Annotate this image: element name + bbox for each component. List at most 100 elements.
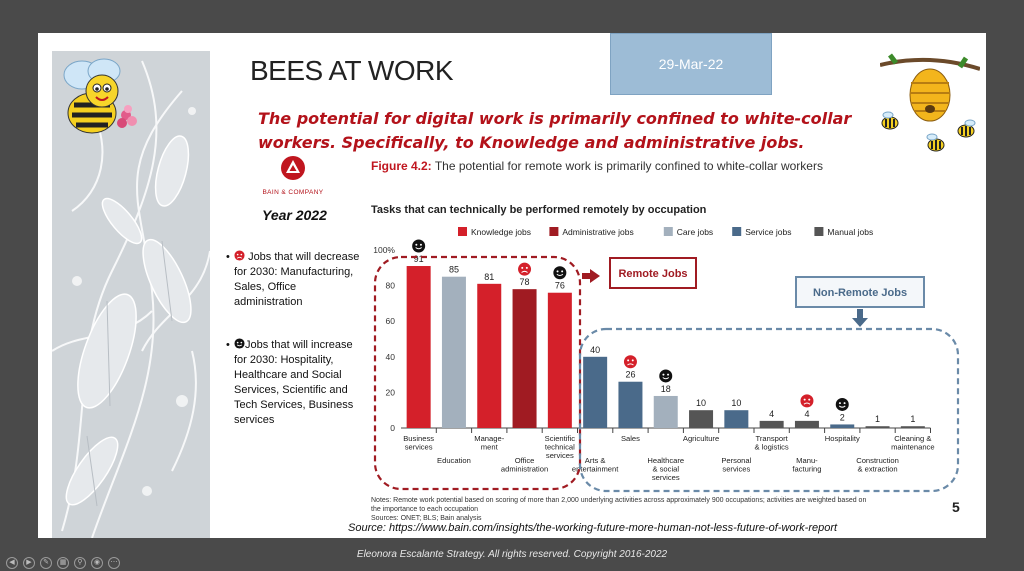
bar — [830, 424, 855, 428]
category-label: ment — [481, 443, 499, 452]
chart-title: Tasks that can technically be performed … — [371, 204, 707, 216]
category-label: Arts & — [585, 456, 606, 465]
remote-arrow-icon — [582, 269, 600, 283]
more-options-icon[interactable]: ⋯ — [108, 557, 120, 569]
bullet-dot: • — [226, 339, 230, 351]
category-label: maintenance — [891, 443, 934, 452]
category-label: & extraction — [857, 465, 897, 474]
category-label: entertainment — [572, 465, 619, 474]
face-mouth — [662, 377, 670, 380]
chart-notes: Notes: Remote work potential based on sc… — [371, 496, 941, 523]
face-eye — [667, 373, 670, 376]
legend-label: Administrative jobs — [562, 227, 633, 237]
legend-label: Knowledge jobs — [471, 227, 531, 237]
page-title: BEES AT WORK — [250, 55, 454, 86]
bar-value-label: 40 — [590, 345, 600, 355]
bar — [689, 410, 714, 428]
category-label: Scientific — [545, 434, 576, 443]
category-label: Healthcare — [647, 456, 684, 465]
face-eye — [561, 270, 564, 273]
face-eye — [838, 402, 841, 405]
bar-chart: 0 20 40 60 80 100% Knowledge jobs Administrativ… — [373, 227, 960, 493]
pen-icon[interactable]: ✎ — [40, 557, 52, 569]
sad-face-icon — [800, 394, 814, 408]
bar — [406, 266, 431, 428]
y-tick-label: 100% — [373, 245, 395, 255]
y-tick-label: 80 — [386, 281, 396, 291]
headline: The potential for digital work is primar… — [258, 109, 852, 152]
face-eye — [808, 398, 811, 401]
bar — [865, 426, 890, 428]
bar — [547, 292, 572, 428]
bar-value-label: 4 — [769, 409, 774, 419]
face-eye — [556, 270, 559, 273]
face-eye — [631, 359, 634, 362]
smile-face-icon — [412, 239, 426, 253]
smile-face-icon — [835, 397, 849, 411]
y-tick-label: 60 — [386, 316, 396, 326]
floral-decoration — [52, 51, 210, 538]
category-label: & logistics — [755, 443, 789, 452]
category-label: Personal — [721, 456, 751, 465]
zoom-icon[interactable]: ⚲ — [74, 557, 86, 569]
notes-line-2: the importance to each occupation — [371, 506, 479, 513]
bullet-decrease-text: Jobs that will decrease for 2030: Manufa… — [234, 251, 360, 308]
non-remote-arrow-icon — [852, 309, 868, 327]
category-label: & social — [652, 465, 679, 474]
bain-logo-text: BAIN & COMPANY — [262, 189, 324, 196]
bar-value-label: 26 — [625, 370, 635, 380]
date-box: 29-Mar-22 — [610, 33, 772, 95]
face-eye — [419, 243, 422, 246]
smile-face-icon — [553, 266, 567, 280]
category-label: administration — [501, 465, 548, 474]
sad-face-icon — [518, 262, 532, 276]
legend-label: Care jobs — [677, 227, 713, 237]
bullet-increase: • Jobs that will increase for 2030: Hosp… — [226, 338, 364, 428]
bullet-decrease: • Jobs that will decrease for 2030: Manu… — [226, 250, 364, 310]
face-eye — [521, 266, 524, 269]
bar-value-label: 10 — [731, 398, 741, 408]
bar — [900, 426, 925, 428]
legend-label: Manual jobs — [827, 227, 873, 237]
slides-grid-icon[interactable]: ▦ — [57, 557, 69, 569]
figure-caption-text: The potential for remote work is primari… — [434, 159, 823, 173]
smile-face-icon — [659, 369, 673, 383]
bar — [653, 395, 678, 428]
legend-swatch — [732, 227, 742, 236]
bar — [724, 410, 749, 428]
bar — [441, 276, 466, 428]
face-eye — [662, 373, 665, 376]
beehive-illustration — [880, 53, 980, 152]
source-citation: Source: https://www.bain.com/insights/th… — [348, 522, 838, 534]
bar-value-label: 85 — [449, 265, 459, 275]
footer-copyright: Eleonora Escalante Strategy. All rights … — [356, 549, 668, 560]
bullet-increase-text: Jobs that will increase for 2030: Hospit… — [234, 339, 354, 426]
face-mouth — [838, 405, 846, 408]
slide-date: 29-Mar-22 — [658, 56, 724, 72]
previous-slide-icon[interactable]: ◀ — [6, 557, 18, 569]
face-eye — [843, 402, 846, 405]
category-label: Manage- — [474, 434, 504, 443]
bar-value-label: 81 — [484, 272, 494, 282]
legend-swatch — [814, 227, 824, 236]
bar-value-label: 4 — [804, 409, 809, 419]
bar-value-label: 1 — [875, 414, 880, 424]
legend-swatch — [663, 227, 673, 236]
non-remote-jobs-region — [578, 327, 960, 493]
face-mouth — [521, 270, 528, 273]
slide: 29-Mar-22 BEES AT WORK The potential for… — [38, 33, 986, 538]
y-tick-label: 20 — [386, 387, 396, 397]
bar-value-label: 10 — [696, 398, 706, 408]
category-label: Transport — [756, 434, 789, 443]
next-slide-icon[interactable]: ▶ — [23, 557, 35, 569]
non-remote-jobs-box — [795, 276, 925, 308]
y-tick-label: 40 — [386, 352, 396, 362]
bar-value-label: 78 — [520, 277, 530, 287]
bar — [759, 420, 784, 428]
page-number: 5 — [952, 499, 960, 515]
face-eye — [415, 243, 418, 246]
camera-icon[interactable]: ◉ — [91, 557, 103, 569]
bar-value-label: 76 — [555, 281, 565, 291]
smile-face-icon — [234, 338, 245, 349]
category-label: services — [722, 465, 750, 474]
